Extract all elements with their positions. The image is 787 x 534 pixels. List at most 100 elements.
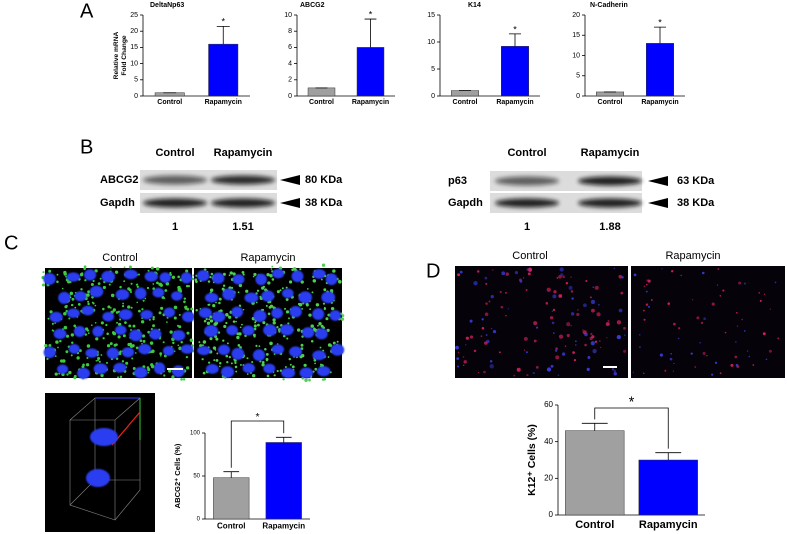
cell-stain (234, 361, 237, 365)
y-axis-label: K12⁺ Cells (%) (527, 424, 538, 496)
nucleus (231, 306, 244, 318)
stain-dot (590, 299, 596, 305)
cell-stain (137, 273, 140, 276)
cell-stain (238, 283, 243, 288)
nucleus (252, 349, 266, 361)
cell-stain (237, 291, 240, 294)
cell-stain (117, 335, 121, 339)
y-tick-label: 10 (284, 12, 292, 19)
cell-stain (138, 309, 141, 313)
stain-dot (638, 333, 641, 336)
cell-stain (107, 305, 111, 309)
cell-stain (128, 324, 132, 328)
blot-band (495, 176, 559, 186)
cell-stain (70, 303, 74, 307)
bar (154, 92, 185, 97)
nucleus (282, 288, 294, 299)
cell-stain (158, 311, 162, 315)
cell-stain (241, 323, 243, 326)
cell-stain (100, 354, 103, 356)
cell-stain (256, 289, 260, 292)
stain-dot (703, 317, 707, 321)
cell-stain (177, 275, 180, 279)
nucleus (281, 367, 296, 379)
cell-stain (321, 263, 326, 267)
cell-stain (47, 317, 50, 320)
cell-stain (84, 279, 87, 282)
x-tick-label: Control (309, 99, 334, 106)
cell-stain (108, 283, 111, 286)
cell-stain (288, 280, 293, 284)
cell-stain (90, 282, 94, 287)
cell-stain (329, 344, 333, 347)
cell-stain (284, 307, 287, 310)
image-label: Rapamycin (240, 252, 295, 264)
cell-stain (90, 324, 93, 327)
stain-dot (484, 341, 488, 345)
nucleus (198, 307, 212, 319)
cell-stain (161, 296, 165, 300)
stain-dot (643, 285, 646, 288)
cell-stain (281, 287, 284, 290)
stain-dot (590, 332, 593, 336)
stain-dot (572, 351, 575, 354)
blot-arrow (648, 176, 668, 186)
cell-stain (123, 280, 126, 283)
panel-label: D (426, 260, 440, 282)
cell-stain (271, 278, 275, 281)
nucleus (263, 324, 277, 337)
cell-stain (69, 296, 72, 299)
cell-stain (285, 310, 290, 314)
cell-stain (121, 360, 125, 363)
stain-dot (730, 363, 734, 367)
cell-stain (150, 266, 154, 270)
nucleus (263, 363, 276, 374)
cell-stain (306, 288, 309, 290)
cell-stain (74, 306, 77, 309)
nucleus (180, 272, 193, 284)
cell-stain (291, 365, 295, 369)
cell-stain (55, 340, 59, 344)
blot-ratio: 1 (172, 221, 178, 233)
cell-stain (185, 355, 189, 359)
cell-stain (333, 269, 336, 273)
stain-dot (735, 363, 739, 367)
cell-stain (285, 286, 288, 289)
blot-size-label: 38 KDa (305, 197, 343, 209)
cell-stain (232, 272, 236, 276)
nucleus (92, 325, 104, 337)
cell-stain (61, 287, 64, 290)
cell-stain (109, 307, 112, 309)
nucleus (134, 287, 147, 300)
stain-dot (648, 305, 650, 308)
stain-dot (516, 367, 521, 372)
cells (194, 263, 345, 382)
cell-stain (192, 274, 195, 277)
cell-stain (252, 275, 255, 278)
stain-dot (565, 282, 569, 285)
nucleus (85, 348, 99, 358)
cell-stain (119, 375, 123, 379)
stain-dot (765, 358, 768, 361)
cell-stain (123, 266, 126, 268)
cell-stain (159, 354, 162, 357)
stain-dot (499, 290, 502, 294)
cell-stain (242, 273, 245, 276)
nucleus (312, 350, 326, 361)
cell-stain (56, 273, 59, 276)
stain-dot (498, 351, 501, 354)
y-tick-label: 25 (130, 12, 138, 19)
stain-dot (564, 345, 567, 347)
cell-stain (208, 318, 211, 321)
nucleus (255, 273, 267, 286)
stain-dot (667, 302, 671, 305)
stain-dot (590, 341, 595, 346)
cell-stain (71, 341, 74, 344)
significance-mark: * (221, 17, 225, 27)
error-bar (653, 26, 667, 44)
cell-stain (270, 268, 273, 270)
stain-dot (525, 289, 528, 291)
significance-mark: * (369, 9, 373, 19)
cell-stain (269, 304, 274, 308)
cell-stain (142, 339, 146, 343)
